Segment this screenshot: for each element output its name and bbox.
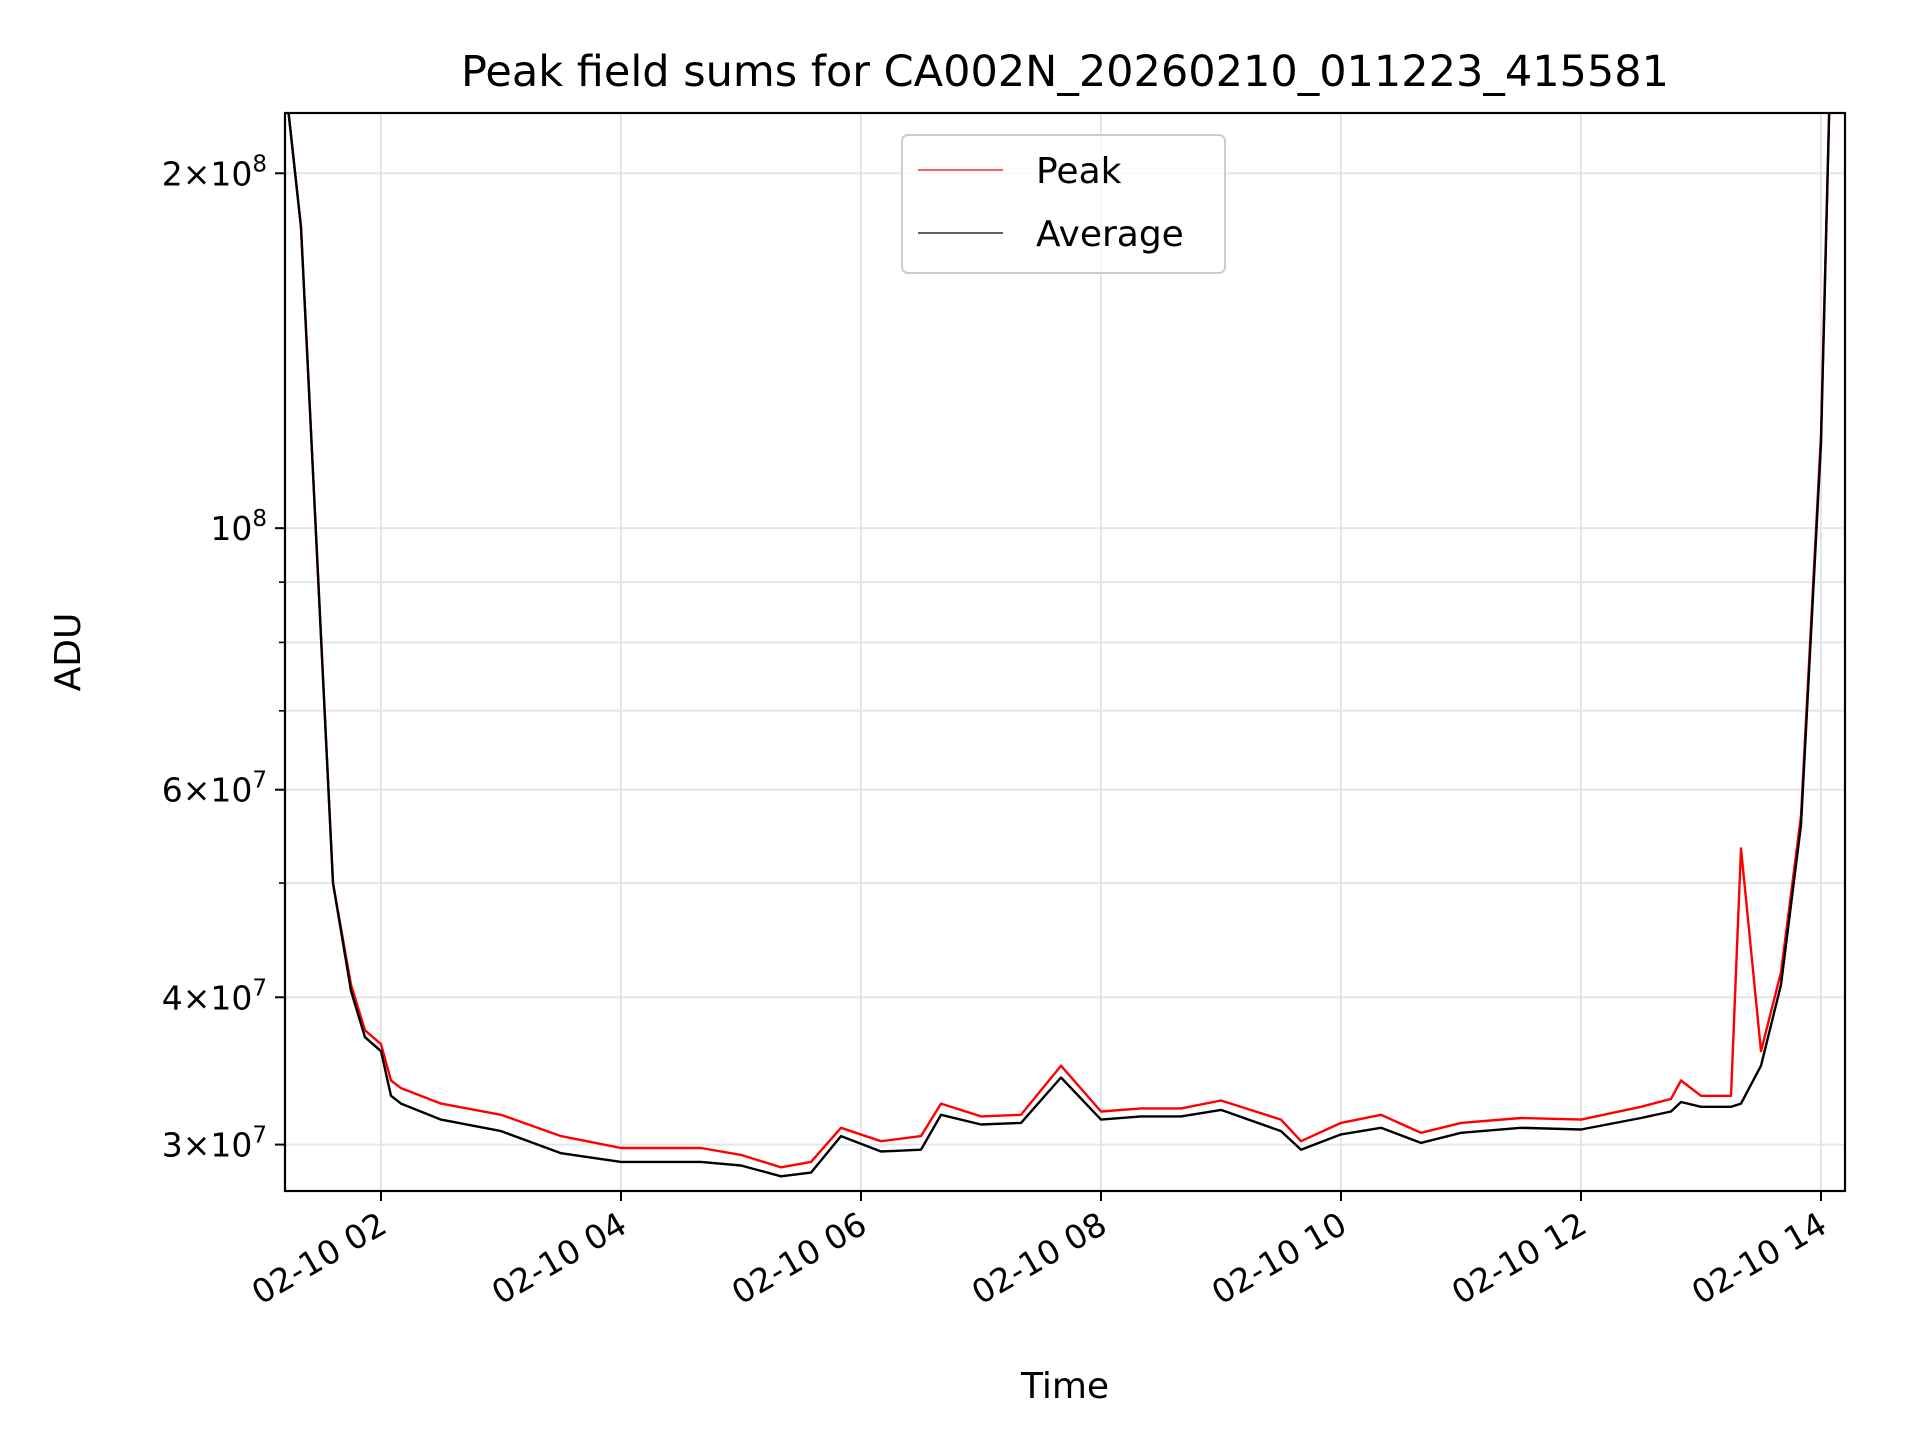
y-tick-base: 10: [210, 978, 252, 1017]
y-tick-label: 3×107: [162, 1123, 267, 1165]
y-tick-mantissa: 6: [162, 771, 183, 810]
y-tick-exponent: 8: [252, 151, 267, 177]
svg-text:2×108: 2×108: [162, 151, 267, 193]
axes-frame: [283, 111, 1847, 1193]
y-tick-label: 108: [210, 506, 267, 548]
y-tick-exponent: 7: [252, 1123, 267, 1149]
y-tick-exponent: 7: [252, 768, 267, 794]
y-tick-times: ×: [183, 1126, 211, 1165]
svg-text:3×107: 3×107: [162, 1123, 267, 1165]
y-tick-exponent: 7: [252, 975, 267, 1001]
y-tick-exponent: 8: [252, 506, 267, 532]
y-tick-label: 4×107: [162, 975, 267, 1017]
series-line-average: [287, 113, 1831, 1178]
x-axis-title: Time: [1020, 1366, 1109, 1407]
y-tick-times: ×: [183, 771, 211, 810]
svg-text:108: 108: [210, 506, 267, 548]
y-tick-base: 10: [210, 771, 252, 810]
y-tick-mantissa: 2: [162, 154, 183, 193]
grid-lines: [285, 113, 1845, 1191]
y-tick-mantissa: 4: [162, 978, 183, 1017]
y-tick-times: ×: [183, 154, 211, 193]
y-tick-base: 10: [210, 1126, 252, 1165]
legend-label-average: Average: [1036, 214, 1184, 255]
y-tick-times: ×: [183, 978, 211, 1017]
y-tick-base: 10: [210, 154, 252, 193]
y-tick-label: 2×108: [162, 151, 267, 193]
series-line-peak: [287, 113, 1831, 1169]
svg-text:6×107: 6×107: [162, 768, 267, 810]
series-layer: [287, 113, 1831, 1178]
chart-title: Peak field sums for CA002N_20260210_0112…: [461, 47, 1669, 97]
y-tick-base: 10: [210, 509, 252, 548]
svg-text:4×107: 4×107: [162, 975, 267, 1017]
legend-label-peak: Peak: [1036, 151, 1122, 192]
y-tick-label: 6×107: [162, 768, 267, 810]
y-tick-mantissa: 3: [162, 1126, 183, 1165]
legend: Peak Average: [901, 134, 1226, 274]
y-axis-title: ADU: [48, 613, 89, 692]
